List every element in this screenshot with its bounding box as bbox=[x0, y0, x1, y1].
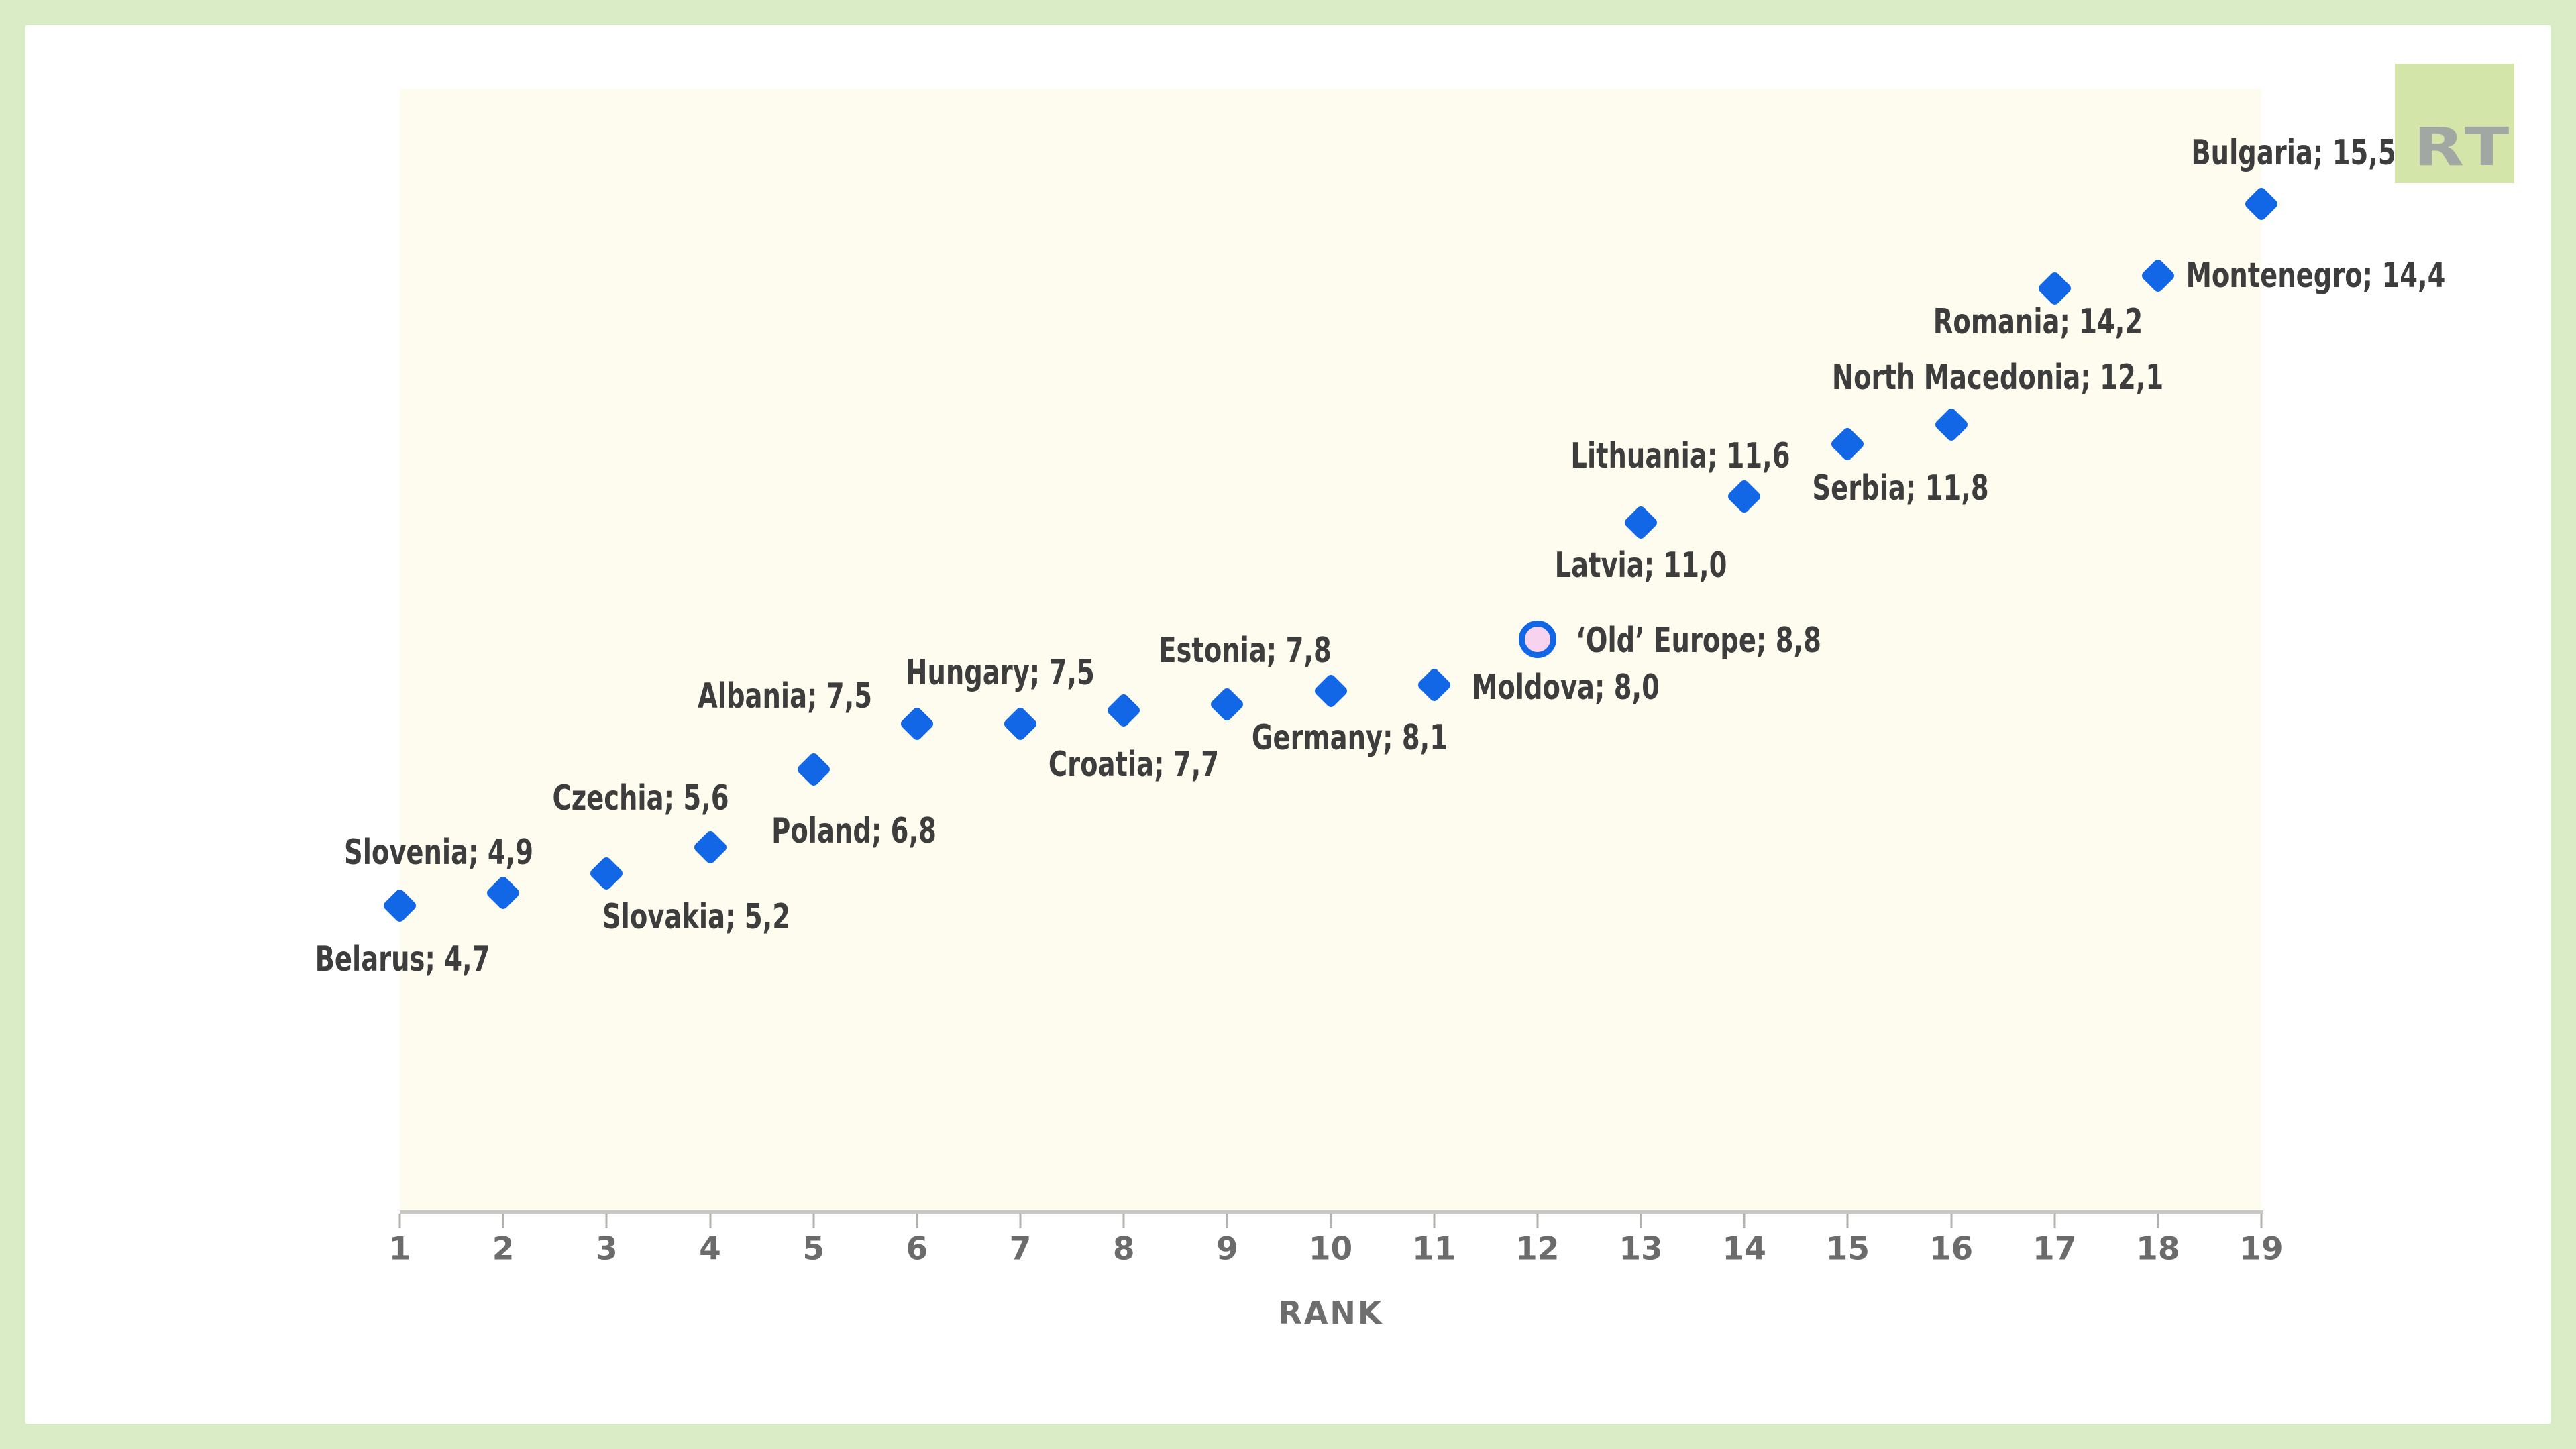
x-tick-label: 1 bbox=[388, 1230, 411, 1268]
x-tick-label: 8 bbox=[1112, 1230, 1135, 1268]
x-tick-mark bbox=[1019, 1214, 1022, 1228]
x-tick-mark bbox=[1226, 1214, 1228, 1228]
data-point-label: Poland; 6,8 bbox=[771, 810, 936, 851]
data-point-label: Germany; 8,1 bbox=[1251, 717, 1448, 758]
x-tick-label: 2 bbox=[492, 1230, 515, 1268]
x-tick-label: 12 bbox=[1515, 1230, 1560, 1268]
rt-logo-text: RT bbox=[2414, 117, 2513, 178]
x-tick-label: 17 bbox=[2033, 1230, 2077, 1268]
data-point-label: Estonia; 7,8 bbox=[1159, 630, 1332, 671]
data-point-label: Moldova; 8,0 bbox=[1471, 667, 1660, 708]
data-point-label: Lithuania; 11,6 bbox=[1570, 435, 1790, 476]
data-point-label: Belarus; 4,7 bbox=[315, 939, 490, 979]
x-tick-mark bbox=[2260, 1214, 2263, 1228]
x-tick-mark bbox=[605, 1214, 608, 1228]
x-tick-mark bbox=[1743, 1214, 1746, 1228]
data-point-marker-circle bbox=[1518, 620, 1556, 658]
data-point-label: Serbia; 11,8 bbox=[1812, 468, 1989, 509]
x-tick-mark bbox=[398, 1214, 401, 1228]
x-tick-mark bbox=[1433, 1214, 1436, 1228]
data-point-label: Albania; 7,5 bbox=[697, 676, 872, 716]
x-tick-mark bbox=[1330, 1214, 1332, 1228]
x-tick-mark bbox=[812, 1214, 815, 1228]
x-tick-mark bbox=[1950, 1214, 1953, 1228]
x-tick-label: 16 bbox=[1929, 1230, 1974, 1268]
x-tick-label: 9 bbox=[1216, 1230, 1238, 1268]
x-tick-mark bbox=[1536, 1214, 1539, 1228]
x-tick-label: 7 bbox=[1009, 1230, 1032, 1268]
data-point-label: Czechia; 5,6 bbox=[551, 777, 729, 818]
data-point-label: Montenegro; 14,4 bbox=[2186, 255, 2446, 296]
x-tick-label: 6 bbox=[906, 1230, 928, 1268]
x-tick-mark bbox=[709, 1214, 711, 1228]
data-point-label: Croatia; 7,7 bbox=[1049, 745, 1220, 786]
x-tick-label: 15 bbox=[1825, 1230, 1870, 1268]
x-tick-mark bbox=[1122, 1214, 1125, 1228]
x-tick-label: 13 bbox=[1619, 1230, 1663, 1268]
x-tick-label: 18 bbox=[2136, 1230, 2180, 1268]
x-tick-label: 14 bbox=[1722, 1230, 1766, 1268]
data-point-label: Romania; 14,2 bbox=[1933, 301, 2143, 342]
x-tick-label: 19 bbox=[2239, 1230, 2284, 1268]
x-tick-label: 3 bbox=[595, 1230, 618, 1268]
data-point-label: Slovakia; 5,2 bbox=[602, 896, 791, 937]
x-axis-title: RANK bbox=[1278, 1295, 1384, 1331]
x-tick-mark bbox=[916, 1214, 918, 1228]
x-tick-label: 5 bbox=[802, 1230, 825, 1268]
data-point-label: Bulgaria; 15,5 bbox=[2191, 133, 2396, 174]
data-point-label: Latvia; 11,0 bbox=[1554, 545, 1727, 586]
x-tick-mark bbox=[1846, 1214, 1849, 1228]
x-tick-label: 4 bbox=[699, 1230, 721, 1268]
data-point-label: Slovenia; 4,9 bbox=[344, 832, 534, 873]
x-tick-mark bbox=[1640, 1214, 1642, 1228]
data-point-label: North Macedonia; 12,1 bbox=[1831, 358, 2163, 398]
x-tick-mark bbox=[502, 1214, 504, 1228]
rt-logo: RT bbox=[2395, 64, 2514, 183]
data-point-label: Hungary; 7,5 bbox=[906, 652, 1095, 693]
x-tick-label: 11 bbox=[1411, 1230, 1456, 1268]
x-tick-label: 10 bbox=[1308, 1230, 1353, 1268]
plot-area bbox=[400, 89, 2261, 1210]
data-point-label: ‘Old’ Europe; 8,8 bbox=[1575, 620, 1821, 661]
x-tick-mark bbox=[2053, 1214, 2056, 1228]
x-tick-mark bbox=[2157, 1214, 2159, 1228]
x-axis-line bbox=[400, 1210, 2263, 1214]
